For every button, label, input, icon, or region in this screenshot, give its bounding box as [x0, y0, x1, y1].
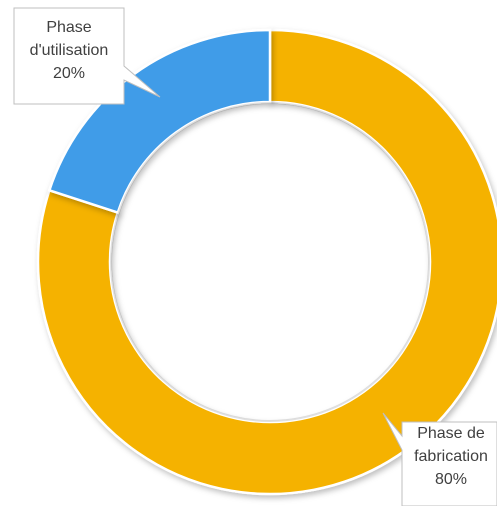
slices-layer — [36, 28, 497, 496]
callout-fabrication-box — [382, 412, 497, 507]
callout-utilisation-line1: Phase — [46, 19, 91, 36]
callout-utilisation-box — [13, 7, 161, 105]
callout-utilisation: Phase d'utilisation 20% — [13, 7, 161, 105]
callout-fabrication-line2: fabrication — [414, 448, 488, 465]
pie-slice-0 — [36, 28, 497, 496]
labels-layer: Phase d'utilisation 20% Phase de fabrica… — [13, 7, 497, 507]
pie-slice-1 — [47, 28, 272, 215]
callout-fabrication-line1: Phase de — [417, 425, 485, 442]
callout-fabrication-value: 80% — [435, 471, 467, 488]
callout-utilisation-line2: d'utilisation — [30, 42, 109, 59]
doughnut-hole-ring — [110, 102, 430, 422]
callout-fabrication: Phase de fabrication 80% — [382, 412, 497, 507]
callout-utilisation-value: 20% — [53, 65, 85, 82]
